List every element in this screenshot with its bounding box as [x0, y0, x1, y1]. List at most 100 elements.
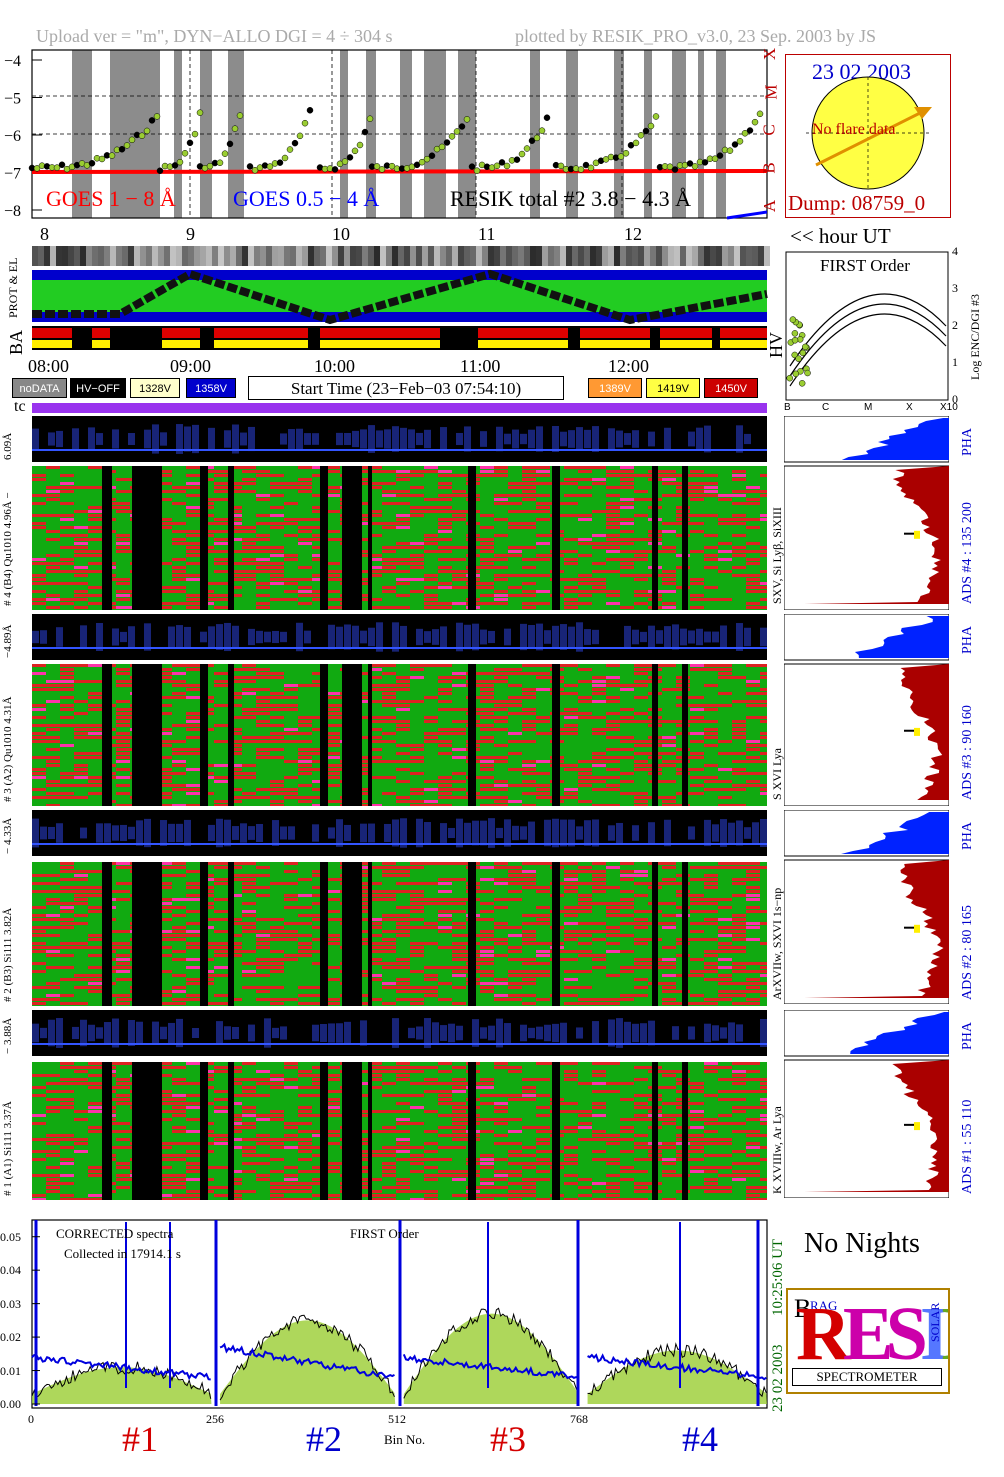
spectrogram-cell [704, 744, 718, 747]
spectrogram-cell [214, 800, 228, 803]
spectrogram-cell [270, 598, 284, 601]
spectrogram-cell [634, 874, 648, 877]
pha-cell [536, 426, 543, 452]
pha-cell [736, 425, 743, 453]
v1389-button[interactable]: 1389V [588, 378, 642, 398]
spectrogram-cell [46, 538, 60, 541]
spectrogram-cell [242, 776, 256, 779]
spectrogram-cell [326, 966, 340, 969]
spectrogram-cell [228, 586, 242, 589]
spectrogram-cell [60, 486, 74, 489]
spectrogram-cell [606, 522, 620, 525]
spectrogram-cell [704, 708, 718, 711]
resik-point [498, 159, 506, 166]
spectrogram-cell [298, 1074, 312, 1077]
spectrogram-cell [116, 752, 130, 755]
v1358-button[interactable]: 1358V [186, 378, 236, 398]
spectrogram-cell [494, 898, 508, 901]
resik-point [642, 127, 650, 135]
spectrogram-cell [186, 664, 200, 667]
spectrogram-cell [536, 1062, 550, 1065]
el-cell [248, 246, 254, 266]
spectrogram-cell [312, 1094, 326, 1097]
spectrogram-cell [704, 886, 718, 889]
spectrogram-cell [424, 1194, 438, 1197]
spectrogram-cell [438, 752, 452, 755]
spectrogram-cell [522, 1166, 536, 1169]
el-cell [614, 246, 620, 266]
spectrogram-cell [760, 672, 767, 675]
spectrogram-cell [74, 534, 88, 537]
spectrogram-cell [242, 1190, 256, 1193]
spectrogram-cell [732, 522, 746, 525]
spectrogram-cell [88, 934, 102, 937]
spectrogram-cell [592, 954, 606, 957]
v1450-button[interactable]: 1450V [704, 378, 758, 398]
spectrogram-cell [270, 672, 284, 675]
spectrogram-cell [732, 732, 746, 735]
spectrogram-cell [60, 534, 74, 537]
spectrogram-cell [424, 1090, 438, 1093]
spectrogram-cell [256, 998, 270, 1001]
spectrogram-cell [284, 1174, 298, 1177]
spectrogram-cell [438, 692, 452, 695]
spectrogram-cell [46, 684, 60, 687]
resik-point [366, 115, 374, 122]
spectrogram-cell [396, 474, 410, 477]
nodata-button[interactable]: noDATA [12, 378, 67, 398]
pha-cell [744, 433, 751, 445]
spectrogram-cell [60, 792, 74, 795]
spectrogram-cell [606, 756, 620, 759]
pha-cell [328, 827, 335, 839]
pha-cell [216, 1021, 223, 1045]
spectrogram-cell [214, 1142, 228, 1145]
spectrogram-cell [690, 768, 704, 771]
pha-cell [72, 428, 79, 450]
spectrogram-cell [732, 918, 746, 921]
spectrogram-cell [522, 478, 536, 481]
spectrogram-cell [662, 1102, 676, 1105]
spectrogram-cell [480, 974, 494, 977]
pha-cell [544, 819, 551, 847]
spectrogram-cell [256, 1154, 270, 1157]
spectrogram-cell [732, 1150, 746, 1153]
pha-cell [368, 425, 375, 453]
no-nights: No Nights [804, 1228, 920, 1259]
v1419-button[interactable]: 1419V [646, 378, 700, 398]
spectrogram-cell [172, 538, 186, 541]
ba-cell [162, 340, 200, 348]
spectrogram-cell [368, 978, 382, 981]
spectrogram-cell [284, 1198, 298, 1200]
spectrogram-cell [298, 922, 312, 925]
spectrogram-cell [116, 1130, 130, 1133]
pha-cell [712, 824, 719, 842]
spectrogram-cell [46, 740, 60, 743]
gap-band [228, 664, 234, 806]
spectrogram-cell [522, 1186, 536, 1189]
spectrogram-cell [746, 692, 760, 695]
spectrogram-cell [242, 546, 256, 549]
spectrogram-cell [410, 910, 424, 913]
spectrogram-cell [690, 784, 704, 787]
spectrogram-cell [592, 1074, 606, 1077]
pha-cell [392, 426, 399, 452]
spectrogram-cell [508, 668, 522, 671]
spectrogram-cell [564, 1182, 578, 1185]
spectrogram-cell [760, 704, 767, 707]
spectrogram-cell [228, 1066, 242, 1069]
pha-cell [256, 630, 263, 644]
spectrogram-cell [508, 752, 522, 755]
spectrogram-cell [158, 874, 172, 877]
spectrogram-cell [732, 950, 746, 953]
spectrogram-cell [116, 1138, 130, 1141]
spectrogram-cell [172, 986, 186, 989]
spectrogram-cell [704, 938, 718, 941]
resik-point [647, 122, 655, 130]
v1328-button[interactable]: 1328V [130, 378, 180, 398]
hvoff-button[interactable]: HV−OFF [70, 378, 126, 398]
spectrogram-cell [158, 1066, 172, 1069]
spectrogram-cell [578, 1110, 592, 1113]
spectrogram-cell [228, 1146, 242, 1149]
calibration-curve [789, 303, 947, 377]
spectrogram-cell [718, 498, 732, 501]
